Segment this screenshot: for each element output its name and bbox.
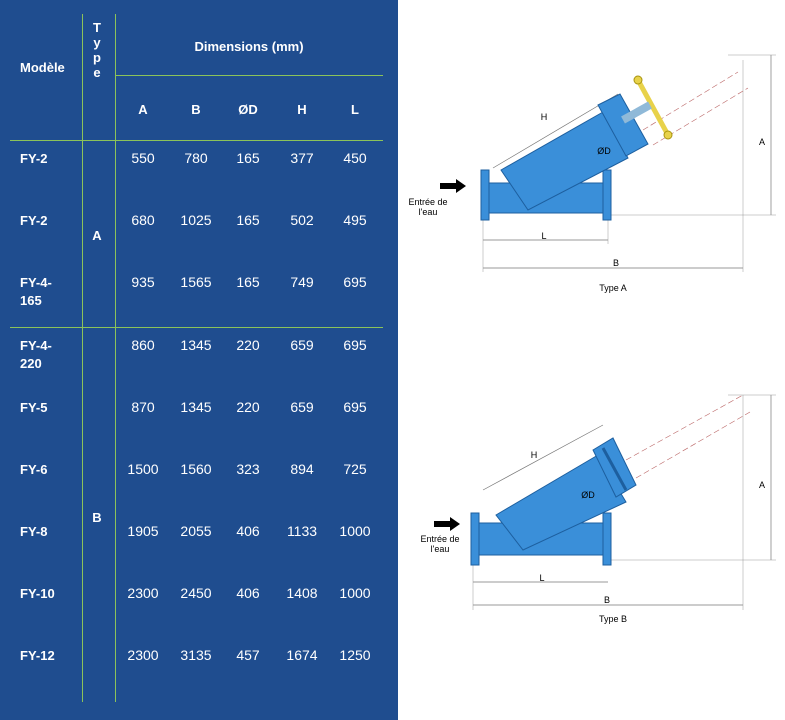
table-cell: 894 [290,461,314,477]
type-b-d-label: ØD [581,490,595,500]
table-cell: 1408 [286,585,318,601]
table-cell: 695 [343,337,367,353]
table-cell: 780 [184,150,208,166]
model-name: FY-6 [20,462,48,477]
table-cell: 1565 [180,274,212,290]
table-cell: 2300 [127,647,159,663]
table-cell: 406 [236,585,260,601]
type-b-label: B [92,510,102,525]
table-cell: 1345 [180,337,212,353]
type-a-drawing [440,54,776,272]
table-cell: 695 [343,274,367,290]
table-cell: 749 [290,274,314,290]
table-cell: 220 [236,399,260,415]
type-b-inlet-label: Entrée de l'eau [420,534,460,554]
type-a-a-label: A [758,137,765,147]
type-a-h-label: H [540,112,548,122]
table-cell: 935 [131,274,155,290]
table-cell: 165 [236,212,260,228]
table-cell: 725 [343,461,367,477]
table-cell: 1250 [339,647,371,663]
table-cell: 2450 [180,585,212,601]
model-name: FY-2 [20,151,48,166]
type-b-a-label: A [758,480,765,490]
model-name: FY-12 [20,648,55,663]
type-b-b-label: B [603,595,610,605]
column-divider [115,14,116,702]
table-cell: 495 [343,212,367,228]
table-cell: 165 [236,150,260,166]
table-cell: 450 [343,150,367,166]
table-cell: 406 [236,523,260,539]
table-cell: 2055 [180,523,212,539]
model-name: FY-4- 165 [20,275,52,308]
type-b-h-label: H [530,450,538,460]
type-a-d-label: ØD [597,146,611,156]
column-header: L [351,102,359,117]
table-cell: 1905 [127,523,159,539]
column-divider [82,14,83,702]
model-name: FY-4- 220 [20,338,52,371]
type-a-l-label: L [541,231,547,241]
table-cell: 659 [290,337,314,353]
model-name: FY-10 [20,586,55,601]
table-cell: 1345 [180,399,212,415]
type-b-diagram: Entrée de l'eau H L B A ØD Type B [398,340,785,640]
table-cell: 860 [131,337,155,353]
table-cell: 377 [290,150,314,166]
type-a-caption: Type A [599,283,627,293]
column-header: A [138,102,148,117]
table-cell: 1000 [339,585,371,601]
table-cell: 659 [290,399,314,415]
type-b-caption: Type B [598,614,627,624]
table-cell: 550 [131,150,155,166]
row-divider [10,140,383,141]
row-divider [115,75,383,76]
model-header: Modèle [20,60,65,75]
table-cell: 165 [236,274,260,290]
dimensions-table: Modèle T y p e Dimensions (mm) A B ØD H L FY… [0,0,398,720]
type-a-label: A [92,228,102,243]
table-cell: 1674 [286,647,318,663]
table-cell: 1560 [180,461,212,477]
type-a-inlet-label: Entrée de l'eau [408,197,448,217]
table-cell: 1025 [180,212,212,228]
type-b-l-label: L [539,573,545,583]
model-name: FY-2 [20,213,48,228]
table-cell: 457 [236,647,260,663]
type-a-b-label: B [612,258,619,268]
table-cell: 680 [131,212,155,228]
dimensions-header: Dimensions (mm) [194,39,304,54]
column-header: H [297,102,307,117]
table-cell: 695 [343,399,367,415]
table-cell: 502 [290,212,314,228]
column-header: ØD [238,102,258,117]
table-cell: 3135 [180,647,212,663]
table-cell: 220 [236,337,260,353]
table-cell: 1000 [339,523,371,539]
column-header: B [191,102,201,117]
type-a-diagram: Entrée de l'eau H L B A ØD Type A [398,0,785,330]
table-cell: 1500 [127,461,159,477]
row-divider [10,327,383,328]
table-cell: 870 [131,399,155,415]
type-b-drawing [434,394,776,610]
table-cell: 2300 [127,585,159,601]
table-cell: 323 [236,461,260,477]
type-header: T y p e [93,20,101,80]
model-name: FY-5 [20,400,48,415]
model-name: FY-8 [20,524,48,539]
table-cell: 1133 [286,523,318,539]
